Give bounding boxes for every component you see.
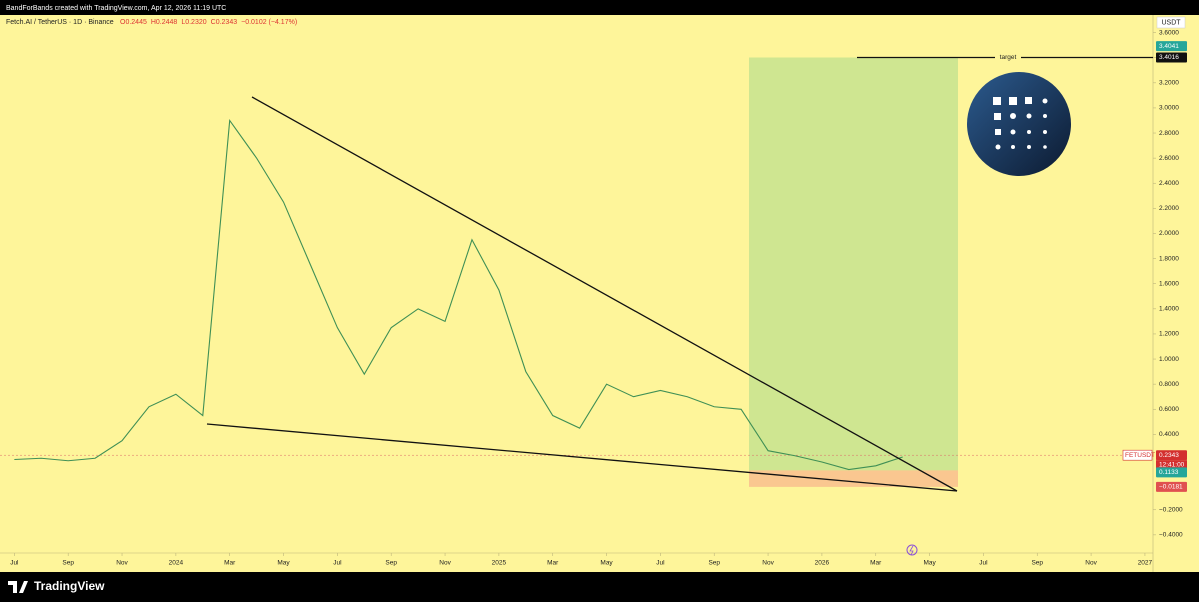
y-tick-label: 0.6000 <box>1159 406 1179 413</box>
symbol-tag: FETUSDT <box>1125 452 1155 459</box>
y-tick-label: 3.0000 <box>1159 105 1179 112</box>
y-tick-label: 3.2000 <box>1159 80 1179 87</box>
x-tick-label: Sep <box>385 560 397 567</box>
currency: USDT <box>1161 19 1181 26</box>
ohlc-value: H0.2448 <box>151 19 178 26</box>
ohlc-value: −0.0102 (−4.17%) <box>241 19 297 26</box>
y-tick-label: 2.0000 <box>1159 230 1179 237</box>
price-label-bg <box>1156 467 1187 478</box>
symbol-title: Fetch.AI / TetherUS · 1D · Binance <box>6 19 114 26</box>
y-tick-label: −0.4000 <box>1159 532 1183 539</box>
upper-trendline <box>251 96 958 492</box>
y-tick-label: 1.2000 <box>1159 331 1179 338</box>
x-tick-label: Nov <box>762 560 774 567</box>
svg-text:TradingView: TradingView <box>34 579 105 593</box>
ohlc-value: L0.2320 <box>181 19 206 26</box>
ohlc-value: O0.2445 <box>120 19 147 26</box>
line-layer <box>14 118 903 471</box>
x-tick-label: 2025 <box>492 560 507 567</box>
x-tick-label: May <box>923 560 936 567</box>
price-label: 3.4041 <box>1159 43 1179 50</box>
profit-zone <box>749 57 958 471</box>
price-label-bg <box>1156 41 1187 52</box>
price-label: −0.0181 <box>1159 484 1183 491</box>
target-label-bg <box>995 53 1021 62</box>
y-tick-label: 2.8000 <box>1159 130 1179 137</box>
x-tick-label: Jul <box>979 560 988 567</box>
x-tick-label: Mar <box>547 560 559 567</box>
x-tick-label: Sep <box>1031 560 1043 567</box>
x-tick-label: 2027 <box>1138 560 1153 567</box>
brand: TradingView <box>8 579 105 593</box>
x-tick-label: Sep <box>62 560 74 567</box>
y-tick-label: 0.8000 <box>1159 381 1179 388</box>
x-tick-label: May <box>277 560 290 567</box>
y-tick-label: 1.8000 <box>1159 255 1179 262</box>
x-tick-label: Jul <box>656 560 665 567</box>
x-tick-label: May <box>600 560 613 567</box>
price-label: 0.2343 <box>1159 452 1179 459</box>
x-tick-label: Sep <box>708 560 720 567</box>
countdown-bg <box>1156 460 1187 470</box>
countdown: 12:41:00 <box>1159 461 1185 468</box>
y-tick-label: 3.6000 <box>1159 29 1179 36</box>
loss-zone <box>749 470 958 487</box>
ohlc-value: C0.2343 <box>211 19 238 26</box>
currency-box <box>1156 16 1186 29</box>
x-tick-label: 2026 <box>815 560 830 567</box>
x-tick-label: Jul <box>10 560 19 567</box>
price-label: 0.1133 <box>1159 469 1179 476</box>
x-tick-label: Nov <box>1085 560 1097 567</box>
x-tick-label: 2024 <box>169 560 184 567</box>
price-label: 3.4016 <box>1159 54 1179 61</box>
price-label-bg <box>1156 450 1187 461</box>
y-tick-label: 2.2000 <box>1159 205 1179 212</box>
position-layer: target <box>0 53 1153 487</box>
price-line <box>14 118 903 471</box>
lower-trendline <box>206 423 958 492</box>
target-label: target <box>1000 54 1017 61</box>
y-tick-label: 0.4000 <box>1159 431 1179 438</box>
y-tick-label: 1.6000 <box>1159 280 1179 287</box>
y-tick-label: 1.4000 <box>1159 306 1179 313</box>
x-tick-label: Nov <box>116 560 128 567</box>
credit: BandForBands created with TradingView.co… <box>6 5 226 12</box>
x-tick-label: Nov <box>439 560 451 567</box>
symbol-tag-bg <box>1122 449 1153 461</box>
y-tick-label: −0.2000 <box>1159 506 1183 513</box>
x-tick-label: Mar <box>870 560 882 567</box>
price-label-bg <box>1156 481 1187 492</box>
y-tick-label: 1.0000 <box>1159 356 1179 363</box>
x-tick-label: Mar <box>224 560 236 567</box>
x-tick-label: Jul <box>333 560 342 567</box>
price-label-bg <box>1156 52 1187 63</box>
ohlc-legend: O0.2445 H0.2448 L0.2320 C0.2343 −0.0102 (−4.… <box>120 19 297 26</box>
y-tick-label: 2.6000 <box>1159 155 1179 162</box>
flash-icon <box>906 544 918 556</box>
y-tick-label: 2.4000 <box>1159 180 1179 187</box>
logo <box>967 72 1071 176</box>
